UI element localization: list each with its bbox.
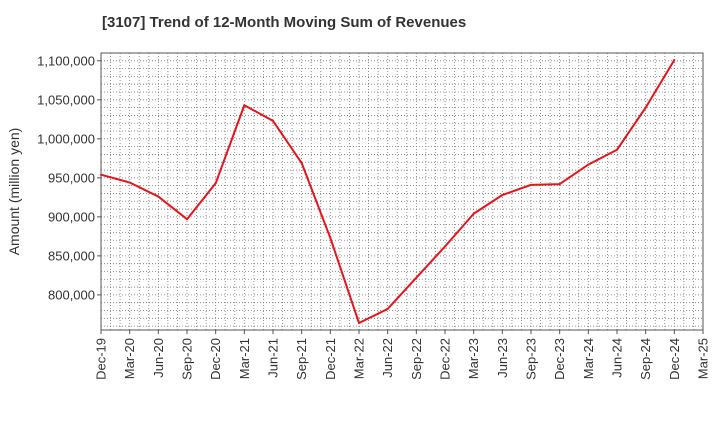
x-tick-label: Jun-23 [495, 338, 510, 378]
x-tick-label: Sep-22 [409, 338, 424, 380]
data-point [300, 162, 303, 165]
x-tick-label: Sep-24 [638, 338, 653, 380]
x-tick-label: Sep-21 [294, 338, 309, 380]
x-tick-label: Mar-21 [237, 338, 252, 379]
data-point [386, 307, 389, 310]
x-tick-label: Mar-25 [696, 338, 711, 379]
data-point [444, 245, 446, 248]
data-point [329, 236, 332, 239]
y-tick-label: 950,000 [48, 170, 95, 185]
data-point [358, 321, 360, 324]
x-tick-label: Dec-22 [438, 338, 453, 380]
data-point [530, 183, 532, 186]
y-tick-label: 1,100,000 [37, 53, 95, 68]
x-tick-label: Sep-20 [180, 338, 195, 380]
x-tick-label: Dec-20 [208, 338, 223, 380]
data-point [673, 59, 676, 62]
data-point [587, 163, 590, 166]
x-tick-label: Sep-23 [524, 338, 539, 380]
data-point [100, 173, 102, 176]
x-tick-label: Dec-23 [552, 338, 567, 380]
data-point [186, 218, 188, 221]
x-tick-label: Mar-20 [122, 338, 137, 379]
x-tick-label: Jun-22 [380, 338, 395, 378]
y-axis: 800,000 850,000 900,000 950,000 1,000,000 1,0… [37, 53, 101, 302]
y-tick-label: 1,050,000 [37, 92, 95, 107]
x-tick-label: Jun-24 [610, 338, 625, 378]
y-tick-label: 900,000 [48, 209, 95, 224]
y-tick-label: 800,000 [48, 287, 95, 302]
y-tick-label: 1,000,000 [37, 131, 95, 146]
plot-frame [100, 52, 704, 331]
chart-title: [3107] Trend of 12-Month Moving Sum of R… [102, 14, 467, 31]
x-tick-label: Mar-22 [352, 338, 367, 379]
data-point [644, 106, 647, 109]
x-tick-label: Jun-21 [266, 338, 281, 378]
data-point [616, 148, 618, 151]
y-axis-title: Amount (million yen) [6, 128, 22, 256]
data-point [214, 182, 217, 185]
data-point [558, 183, 561, 186]
data-point [501, 194, 504, 197]
data-points [100, 59, 676, 324]
x-tick-label: Jun-20 [151, 338, 166, 378]
grid-layer [101, 53, 703, 330]
data-point [415, 276, 418, 279]
x-axis: Dec-19 Mar-20 Jun-20 Sep-20 Dec-20 Mar-21 Jun-… [94, 330, 711, 380]
y-tick-label: 850,000 [48, 248, 95, 263]
x-tick-label: Dec-21 [323, 338, 338, 380]
x-tick-label: Dec-19 [94, 338, 109, 380]
data-point [128, 181, 131, 184]
data-point [472, 212, 475, 215]
x-tick-label: Mar-24 [581, 338, 596, 379]
data-point [243, 104, 246, 107]
data-point [272, 119, 274, 122]
x-tick-label: Mar-23 [466, 338, 481, 379]
x-tick-label: Dec-24 [667, 338, 682, 380]
data-point [157, 195, 160, 198]
